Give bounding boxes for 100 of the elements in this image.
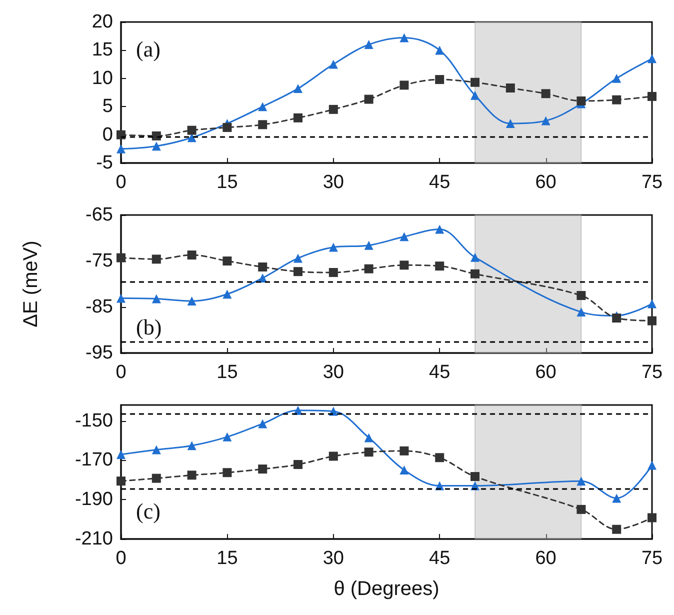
- point: [470, 472, 480, 482]
- point: [187, 296, 196, 306]
- point: [187, 441, 196, 450]
- point: [470, 269, 480, 278]
- point: [648, 513, 656, 522]
- point: [400, 446, 409, 456]
- point: [152, 445, 161, 454]
- point: [152, 294, 161, 304]
- x-axis-title: θ (Degrees): [334, 578, 440, 600]
- y-axis-title: ΔE (meV): [20, 240, 42, 328]
- y-tick-label: 20: [92, 12, 113, 32]
- y-tick-label: -5: [96, 152, 113, 174]
- point: [222, 432, 232, 442]
- point: [576, 308, 586, 317]
- point: [400, 232, 409, 242]
- point: [187, 126, 196, 135]
- y-tick-label: -65: [86, 204, 113, 226]
- point: [364, 94, 374, 104]
- point: [541, 89, 550, 98]
- point: [435, 75, 444, 84]
- x-tick-label: 45: [429, 362, 450, 383]
- point: [648, 299, 656, 308]
- point: [328, 242, 338, 252]
- x-tick-label: 45: [429, 548, 450, 569]
- point: [576, 504, 586, 514]
- point: [258, 464, 268, 474]
- y-tick-label: 0: [102, 124, 113, 146]
- point: [294, 267, 302, 276]
- point: [470, 252, 480, 262]
- point: [328, 104, 338, 114]
- point: [400, 260, 409, 270]
- point: [648, 316, 656, 326]
- x-tick-label: 30: [322, 172, 344, 193]
- x-tick-label: 30: [322, 362, 344, 383]
- point: [152, 254, 161, 264]
- x-tick-label: 60: [535, 548, 556, 569]
- point: [612, 314, 622, 323]
- point: [258, 102, 268, 112]
- point: [648, 92, 656, 101]
- point: [222, 122, 232, 132]
- point: [116, 294, 126, 303]
- annotation: (c): [136, 498, 160, 524]
- x-tick-label: 75: [641, 548, 663, 569]
- point: [116, 476, 126, 486]
- x-tick-label: 15: [216, 362, 238, 383]
- x-tick-label: 75: [641, 362, 663, 383]
- point: [612, 74, 622, 83]
- point: [612, 95, 622, 104]
- y-tick-label: -150: [74, 410, 113, 432]
- point: [576, 291, 586, 300]
- x-tick-label: 15: [216, 548, 238, 569]
- point: [648, 460, 656, 470]
- point: [152, 131, 161, 140]
- point: [187, 250, 196, 260]
- point: [328, 452, 338, 461]
- point: [612, 524, 622, 534]
- point: [258, 262, 268, 272]
- point: [152, 142, 161, 151]
- point: [576, 96, 586, 106]
- point: [435, 46, 444, 55]
- x-tick-label: 0: [116, 362, 126, 383]
- point: [116, 253, 126, 262]
- point: [400, 33, 409, 42]
- point: [187, 470, 196, 480]
- y-tick-label: 15: [92, 40, 113, 61]
- y-tick-label: -190: [74, 489, 113, 510]
- y-tick-label: -85: [86, 296, 113, 318]
- point: [506, 83, 515, 92]
- x-tick-label: 30: [322, 548, 344, 569]
- point: [152, 474, 161, 483]
- point: [116, 144, 126, 154]
- point: [294, 84, 302, 94]
- point: [116, 450, 126, 459]
- annotation: (b): [136, 314, 162, 340]
- x-tick-label: 60: [535, 172, 556, 193]
- x-tick-label: 15: [216, 172, 238, 193]
- point: [328, 60, 338, 69]
- annotation: (a): [136, 36, 160, 62]
- point: [294, 113, 302, 122]
- point: [470, 90, 480, 100]
- x-tick-label: 75: [641, 172, 663, 193]
- x-tick-label: 0: [116, 172, 126, 193]
- point: [648, 54, 656, 64]
- point: [258, 120, 268, 130]
- x-tick-label: 0: [116, 548, 126, 569]
- x-tick-label: 60: [535, 362, 556, 383]
- y-tick-label: -210: [74, 528, 113, 550]
- point: [364, 240, 374, 250]
- point: [435, 453, 444, 462]
- point: [400, 466, 409, 475]
- point: [258, 419, 268, 428]
- point: [364, 433, 374, 442]
- y-tick-label: -170: [74, 450, 113, 471]
- point: [222, 256, 232, 266]
- x-tick-label: 45: [429, 172, 450, 193]
- point: [222, 290, 232, 299]
- y-tick-label: 5: [102, 96, 113, 118]
- y-tick-label: -75: [86, 250, 113, 272]
- point: [435, 262, 444, 271]
- point: [328, 268, 338, 277]
